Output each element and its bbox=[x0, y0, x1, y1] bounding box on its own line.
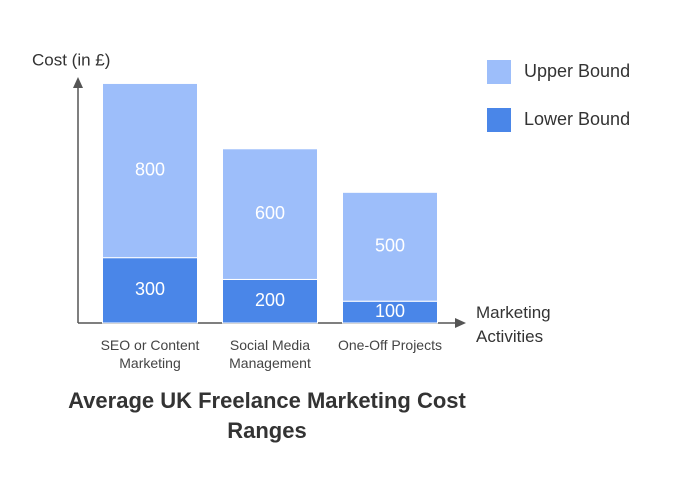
value-label: 100 bbox=[375, 301, 405, 321]
value-label: 800 bbox=[135, 159, 165, 179]
x-axis-label: Marketing Activities bbox=[476, 303, 551, 346]
x-arrow bbox=[455, 318, 466, 328]
legend-label: Lower Bound bbox=[524, 109, 630, 129]
legend-label: Upper Bound bbox=[524, 61, 630, 81]
legend-swatch bbox=[487, 108, 511, 132]
bar-segment bbox=[222, 148, 318, 280]
bar-segment bbox=[342, 191, 438, 302]
value-label: 600 bbox=[255, 203, 285, 223]
x-tick-label: One-Off Projects bbox=[337, 337, 442, 353]
y-arrow bbox=[73, 77, 83, 88]
legend-swatch bbox=[487, 60, 511, 84]
bar-segment bbox=[102, 82, 198, 259]
chart-title: Average UK Freelance Marketing Cost Rang… bbox=[68, 388, 466, 443]
value-label: 500 bbox=[375, 236, 405, 256]
x-tick-label: SEO or Content Marketing bbox=[100, 337, 200, 371]
y-axis-label: Cost (in £) bbox=[32, 50, 110, 69]
x-tick-label: Social Media Management bbox=[229, 337, 311, 371]
bar-segment bbox=[102, 257, 198, 324]
value-label: 200 bbox=[255, 290, 285, 310]
value-label: 300 bbox=[135, 279, 165, 299]
